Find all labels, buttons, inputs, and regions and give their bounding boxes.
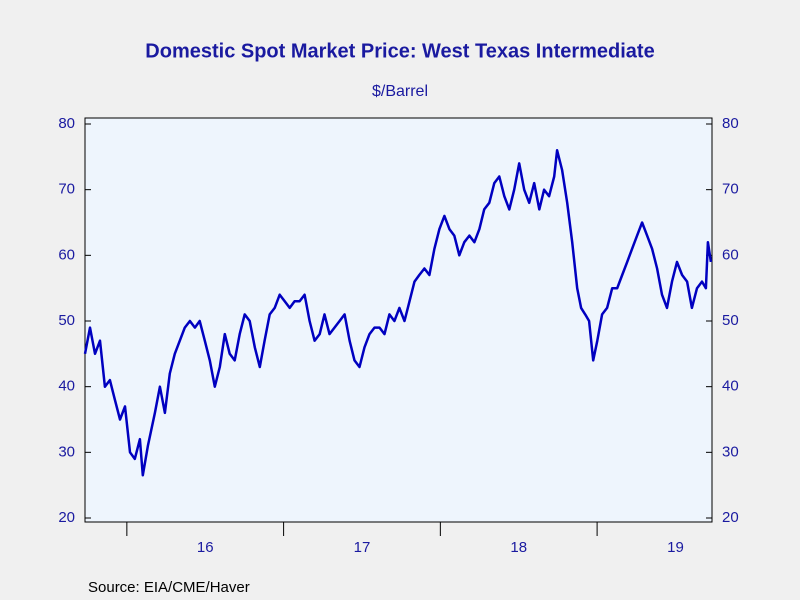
y-tick-label: 50	[58, 312, 75, 329]
x-tick-label: 18	[510, 539, 527, 556]
y2-tick-label: 50	[722, 312, 739, 329]
x-tick-label: 17	[354, 539, 371, 556]
y-tick-label: 70	[58, 181, 75, 198]
y2-tick-label: 80	[722, 115, 739, 132]
y-tick-label: 30	[58, 443, 75, 460]
y2-tick-label: 70	[722, 181, 739, 198]
y2-tick-label: 40	[722, 378, 739, 395]
plot-area	[84, 117, 713, 523]
x-tick-label: 16	[197, 539, 214, 556]
y-tick-label: 20	[58, 509, 75, 526]
y-tick-label: 40	[58, 378, 75, 395]
chart-subtitle: $/Barrel	[372, 83, 428, 100]
y2-tick-label: 60	[722, 246, 739, 263]
chart-title: Domestic Spot Market Price: West Texas I…	[145, 40, 654, 62]
x-tick-label: 19	[667, 539, 684, 556]
source: Source: EIA/CME/Haver	[88, 579, 250, 596]
y2-tick-label: 20	[722, 509, 739, 526]
data-line	[83, 149, 713, 477]
y-tick-label: 80	[58, 115, 75, 132]
y-tick-label: 60	[58, 246, 75, 263]
y2-tick-label: 30	[722, 443, 739, 460]
